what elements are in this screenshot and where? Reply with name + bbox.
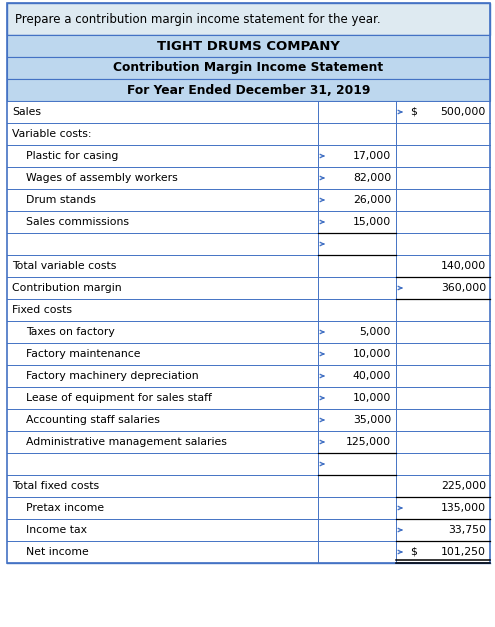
Bar (7, 387, 490, 409)
Text: Lease of equipment for sales staff: Lease of equipment for sales staff (26, 393, 212, 403)
Bar (7, 101, 490, 123)
Text: Income tax: Income tax (26, 525, 87, 535)
Text: Sales: Sales (12, 107, 41, 117)
Bar (7, 409, 490, 431)
Text: Drum stands: Drum stands (26, 195, 96, 205)
Text: Administrative management salaries: Administrative management salaries (26, 437, 227, 447)
Bar (7, 453, 490, 475)
Bar (7, 167, 490, 189)
Text: Contribution Margin Income Statement: Contribution Margin Income Statement (113, 61, 384, 75)
Text: Contribution margin: Contribution margin (12, 283, 122, 293)
Text: Total variable costs: Total variable costs (12, 261, 116, 271)
Bar (7, 343, 490, 365)
Text: Accounting staff salaries: Accounting staff salaries (26, 415, 160, 425)
Text: 17,000: 17,000 (353, 151, 391, 161)
Text: Factory maintenance: Factory maintenance (26, 349, 141, 359)
Text: Total fixed costs: Total fixed costs (12, 481, 99, 491)
Text: 82,000: 82,000 (353, 173, 391, 183)
Text: 26,000: 26,000 (353, 195, 391, 205)
Bar (7, 255, 490, 277)
Bar (7, 57, 490, 79)
Text: 10,000: 10,000 (352, 349, 391, 359)
Text: Fixed costs: Fixed costs (12, 305, 72, 315)
Bar (7, 3, 490, 563)
Bar (7, 123, 490, 145)
Text: 140,000: 140,000 (441, 261, 486, 271)
Bar (7, 497, 490, 519)
Bar (7, 3, 490, 35)
Text: Variable costs:: Variable costs: (12, 129, 92, 139)
Text: 101,250: 101,250 (441, 547, 486, 557)
Text: 225,000: 225,000 (441, 481, 486, 491)
Bar (7, 277, 490, 299)
Text: Wages of assembly workers: Wages of assembly workers (26, 173, 178, 183)
Bar (7, 475, 490, 497)
Text: TIGHT DRUMS COMPANY: TIGHT DRUMS COMPANY (157, 40, 340, 53)
Text: Taxes on factory: Taxes on factory (26, 327, 115, 337)
Text: Prepare a contribution margin income statement for the year.: Prepare a contribution margin income sta… (15, 13, 381, 26)
Bar (7, 321, 490, 343)
Text: Sales commissions: Sales commissions (26, 217, 129, 227)
Text: 5,000: 5,000 (360, 327, 391, 337)
Bar (7, 299, 490, 321)
Text: For Year Ended December 31, 2019: For Year Ended December 31, 2019 (127, 83, 370, 97)
Text: 125,000: 125,000 (346, 437, 391, 447)
Text: $: $ (410, 107, 417, 117)
Text: Factory machinery depreciation: Factory machinery depreciation (26, 371, 198, 381)
Text: 10,000: 10,000 (352, 393, 391, 403)
Bar (7, 519, 490, 541)
Text: 500,000: 500,000 (441, 107, 486, 117)
Bar (7, 189, 490, 211)
Text: $: $ (410, 547, 417, 557)
Text: Plastic for casing: Plastic for casing (26, 151, 118, 161)
Bar (7, 233, 490, 255)
Text: 135,000: 135,000 (441, 503, 486, 513)
Text: 40,000: 40,000 (352, 371, 391, 381)
Bar (7, 211, 490, 233)
Bar (7, 431, 490, 453)
Text: 15,000: 15,000 (353, 217, 391, 227)
Text: 33,750: 33,750 (448, 525, 486, 535)
Bar (7, 541, 490, 563)
Bar (7, 35, 490, 57)
Bar (7, 365, 490, 387)
Text: 360,000: 360,000 (441, 283, 486, 293)
Bar (7, 145, 490, 167)
Text: 35,000: 35,000 (353, 415, 391, 425)
Bar (7, 79, 490, 101)
Text: Net income: Net income (26, 547, 89, 557)
Text: Pretax income: Pretax income (26, 503, 104, 513)
